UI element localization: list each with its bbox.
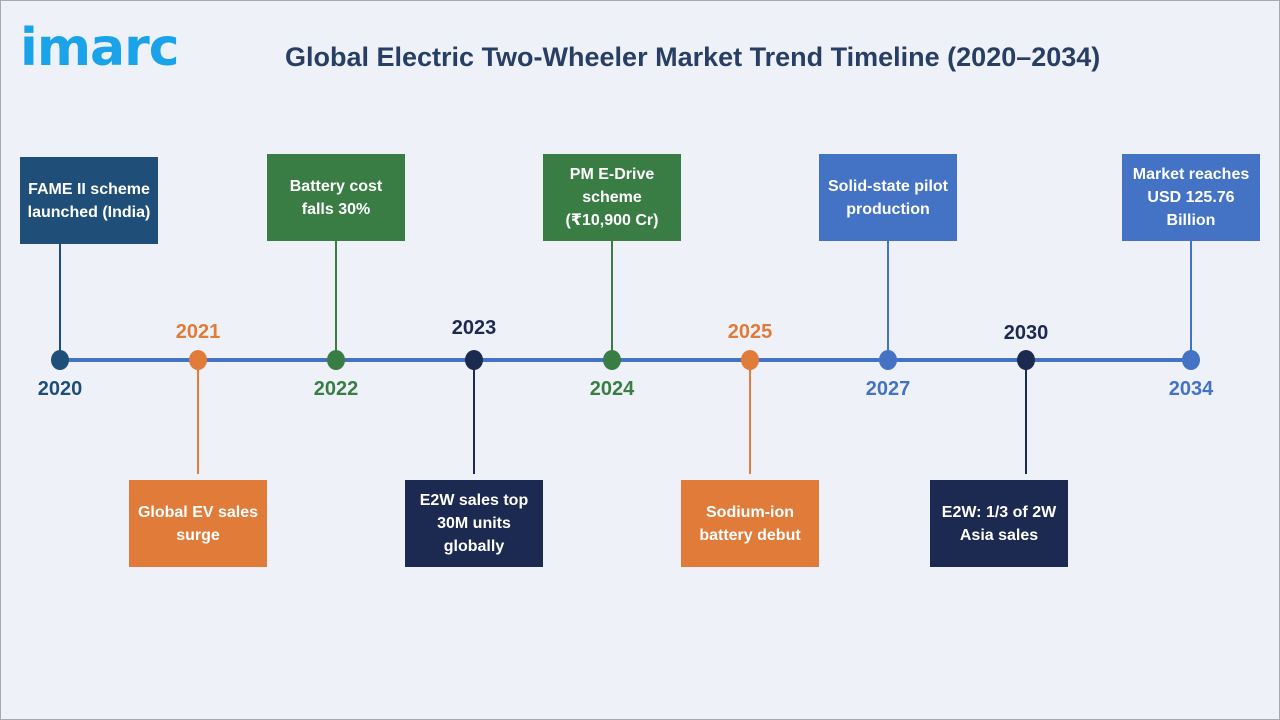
connector-line — [1025, 360, 1027, 474]
timeline-node — [879, 350, 897, 370]
timeline-node — [189, 350, 207, 370]
event-box: Battery cost falls 30% — [267, 154, 405, 241]
connector-line — [335, 241, 337, 360]
connector-line — [611, 241, 613, 360]
event-box: Sodium-ion battery debut — [681, 480, 819, 567]
year-label: 2030 — [1003, 322, 1049, 344]
connector-line — [1190, 241, 1192, 360]
connector-line — [197, 360, 199, 474]
timeline-node — [465, 350, 483, 370]
timeline-node — [1017, 350, 1035, 370]
event-box: Solid-state pilot production — [819, 154, 957, 241]
connector-line — [473, 360, 475, 474]
event-box: Global EV sales surge — [129, 480, 267, 567]
year-label: 2027 — [865, 378, 911, 400]
timeline-node — [327, 350, 345, 370]
year-label: 2022 — [313, 378, 359, 400]
timeline-axis — [60, 358, 1191, 362]
connector-line — [887, 241, 889, 360]
year-label: 2020 — [37, 378, 83, 400]
timeline-node — [741, 350, 759, 370]
event-box: FAME II scheme launched (India) — [20, 157, 158, 244]
year-label: 2034 — [1168, 378, 1214, 400]
event-box: E2W: 1/3 of 2W Asia sales — [930, 480, 1068, 567]
timeline-node — [1182, 350, 1200, 370]
event-box: Market reaches USD 125.76 Billion — [1122, 154, 1260, 241]
page-title: Global Electric Two-Wheeler Market Trend… — [285, 42, 1101, 72]
connector-line — [59, 244, 61, 360]
connector-line — [749, 360, 751, 474]
event-box: PM E-Drive scheme (₹10,900 Cr) — [543, 154, 681, 241]
timeline-node — [51, 350, 69, 370]
year-label: 2024 — [589, 378, 635, 400]
year-label: 2023 — [451, 317, 497, 339]
year-label: 2025 — [727, 321, 773, 343]
year-label: 2021 — [175, 321, 221, 343]
event-box: E2W sales top 30M units globally — [405, 480, 543, 567]
timeline-node — [603, 350, 621, 370]
imarc-logo: imarc — [20, 18, 180, 78]
